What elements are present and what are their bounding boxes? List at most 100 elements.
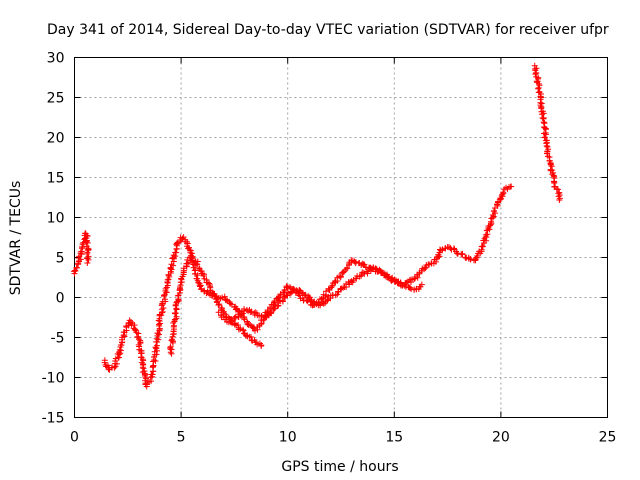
data-point: [172, 249, 179, 256]
data-point: [308, 296, 315, 303]
data-point: [173, 305, 180, 312]
axis-ticks: 0 5 10 15 20 25 -15 -10 -5 0 5 10 15 20 25 30: [42, 51, 617, 446]
data-point: [192, 270, 199, 277]
data-point: [254, 341, 261, 348]
data-point: [105, 366, 112, 373]
data-point: [167, 343, 174, 350]
data-point: [228, 316, 235, 323]
data-point: [241, 306, 248, 313]
x-tick-label: 15: [385, 430, 403, 446]
data-point: [170, 323, 177, 330]
data-point: [454, 250, 461, 257]
data-point: [153, 345, 160, 352]
data-point: [490, 213, 497, 220]
data-point: [418, 281, 425, 288]
data-point: [474, 252, 481, 259]
data-point: [189, 257, 196, 264]
data-point: [170, 262, 177, 269]
data-point: [168, 337, 175, 344]
data-point: [544, 150, 551, 157]
y-tick-label: 30: [47, 51, 65, 67]
data-point: [532, 71, 539, 78]
data-point: [155, 336, 162, 343]
data-point: [487, 218, 494, 225]
data-point: [167, 344, 174, 351]
y-tick-label: 15: [47, 171, 65, 187]
series-sdtvar-2: [101, 183, 515, 390]
data-point: [179, 235, 186, 242]
data-point: [369, 266, 376, 273]
data-point: [543, 142, 550, 149]
data-point: [173, 313, 180, 320]
data-point: [296, 286, 303, 293]
data-point: [188, 254, 195, 261]
x-tick-label: 20: [492, 430, 510, 446]
data-point: [237, 325, 244, 332]
data-point: [337, 273, 344, 280]
data-point: [535, 74, 542, 81]
data-point: [353, 275, 360, 282]
data-point: [155, 331, 162, 338]
data-point: [244, 321, 251, 328]
data-point: [152, 357, 159, 364]
data-point: [251, 327, 258, 334]
data-point: [159, 308, 166, 315]
data-point: [116, 346, 123, 353]
data-point: [498, 196, 505, 203]
data-point: [227, 319, 234, 326]
y-tick-label: 25: [47, 91, 65, 107]
data-point: [340, 284, 347, 291]
data-point: [459, 251, 466, 258]
data-point: [538, 111, 545, 118]
data-point: [507, 183, 514, 190]
data-point: [194, 272, 201, 279]
data-point: [290, 286, 297, 293]
series-sdtvar-4: [215, 265, 425, 326]
data-point: [215, 301, 222, 308]
data-point: [500, 189, 507, 196]
data-point: [117, 347, 124, 354]
data-point: [220, 308, 227, 315]
y-tick-label: 0: [56, 291, 65, 307]
series-sdtvar-1: [71, 230, 92, 277]
data-point: [206, 280, 213, 287]
y-tick-label: 20: [47, 131, 65, 147]
data-point: [374, 268, 381, 275]
data-point: [219, 294, 226, 301]
data-point: [194, 261, 201, 268]
data-point: [221, 293, 228, 300]
data-point: [79, 243, 86, 250]
data-point: [112, 358, 119, 365]
x-tick-label: 25: [599, 430, 617, 446]
data-point: [442, 245, 449, 252]
data-point: [393, 277, 400, 284]
data-point: [175, 292, 182, 299]
data-point: [73, 264, 80, 271]
data-point: [71, 268, 78, 275]
data-point: [550, 169, 557, 176]
series-sdtvar-5: [531, 62, 563, 203]
x-axis-label: GPS time / hours: [281, 459, 398, 475]
data-point: [317, 302, 324, 309]
data-point: [228, 301, 235, 308]
data-point: [541, 134, 548, 141]
y-tick-label: -5: [51, 331, 65, 347]
data-points: [71, 62, 563, 390]
data-point: [111, 364, 118, 371]
data-point: [77, 248, 84, 255]
y-tick-label: 5: [56, 251, 65, 267]
data-point: [283, 283, 290, 290]
data-point: [84, 259, 91, 266]
data-point: [216, 301, 223, 308]
data-point: [248, 334, 255, 341]
chart-title: Day 341 of 2014, Sidereal Day-to-day VTE…: [47, 22, 609, 38]
x-tick-label: 5: [177, 430, 186, 446]
y-axis-label: SDTVAR / TECUs: [8, 181, 24, 296]
x-tick-label: 0: [70, 430, 79, 446]
plot-frame: [74, 57, 608, 418]
series-sdtvar-3: [167, 253, 265, 357]
grid: [74, 57, 608, 418]
data-point: [352, 258, 359, 265]
data-point: [156, 325, 163, 332]
